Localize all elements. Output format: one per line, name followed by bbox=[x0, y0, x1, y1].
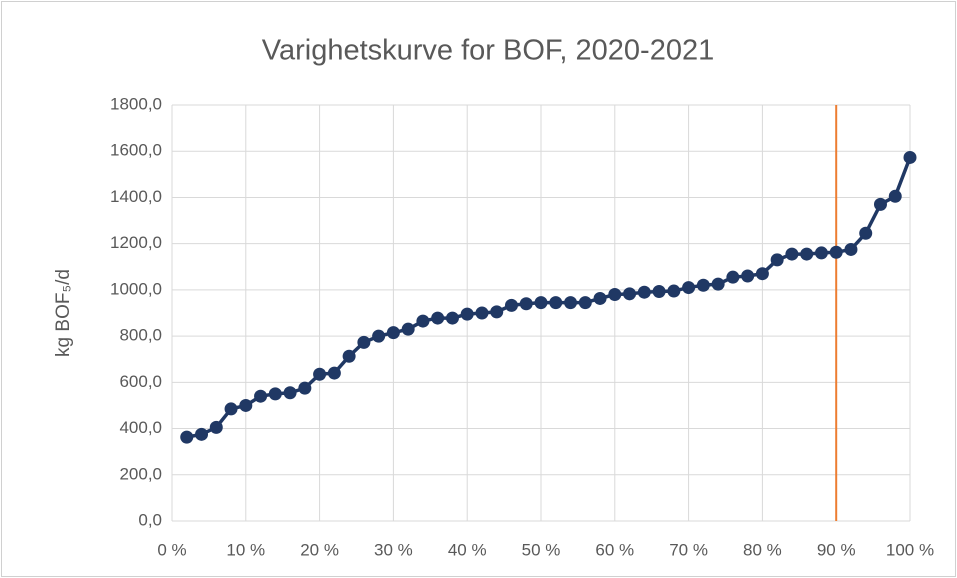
y-tick-label: 1600,0 bbox=[110, 141, 162, 160]
marker bbox=[608, 288, 622, 302]
marker bbox=[667, 284, 681, 298]
x-tick-label: 80 % bbox=[743, 540, 782, 559]
marker bbox=[534, 296, 548, 310]
x-tick-label: 10 % bbox=[226, 540, 265, 559]
marker bbox=[888, 189, 902, 203]
marker bbox=[224, 402, 238, 416]
marker bbox=[578, 296, 592, 310]
x-tick-label: 70 % bbox=[669, 540, 708, 559]
marker bbox=[239, 398, 253, 412]
marker bbox=[844, 242, 858, 256]
marker bbox=[593, 291, 607, 305]
marker bbox=[416, 314, 430, 328]
marker bbox=[652, 285, 666, 299]
x-tick-label: 90 % bbox=[817, 540, 856, 559]
x-tick-label: 40 % bbox=[448, 540, 487, 559]
marker bbox=[755, 267, 769, 281]
marker bbox=[711, 277, 725, 291]
marker bbox=[829, 245, 843, 259]
marker bbox=[209, 420, 223, 434]
marker bbox=[431, 311, 445, 325]
marker bbox=[313, 367, 327, 381]
marker bbox=[741, 269, 755, 283]
x-tick-label: 30 % bbox=[374, 540, 413, 559]
marker bbox=[475, 306, 489, 320]
x-tick-label: 100 % bbox=[886, 540, 934, 559]
x-tick-label: 50 % bbox=[522, 540, 561, 559]
y-tick-label: 1400,0 bbox=[110, 187, 162, 206]
chart-title: Varighetskurve for BOF, 2020-2021 bbox=[262, 35, 714, 67]
marker bbox=[623, 287, 637, 301]
marker bbox=[519, 297, 533, 311]
y-tick-label: 1000,0 bbox=[110, 279, 162, 298]
marker bbox=[873, 197, 887, 211]
x-tick-label: 20 % bbox=[300, 540, 339, 559]
marker bbox=[682, 281, 696, 295]
y-tick-label: 1800,0 bbox=[110, 94, 162, 113]
marker bbox=[903, 150, 917, 164]
marker bbox=[342, 349, 356, 363]
marker bbox=[785, 247, 799, 261]
marker bbox=[726, 270, 740, 284]
marker bbox=[327, 366, 341, 380]
marker bbox=[268, 387, 282, 401]
marker bbox=[180, 430, 194, 444]
marker bbox=[859, 226, 873, 240]
y-tick-label: 400,0 bbox=[119, 418, 162, 437]
x-tick-label: 0 % bbox=[157, 540, 186, 559]
y-tick-label: 1200,0 bbox=[110, 233, 162, 252]
marker bbox=[549, 296, 563, 310]
y-tick-label: 800,0 bbox=[119, 326, 162, 345]
y-axis-label: kg BOF₅/d bbox=[53, 269, 74, 357]
marker bbox=[564, 296, 578, 310]
marker bbox=[298, 381, 312, 395]
marker bbox=[445, 311, 459, 325]
marker bbox=[490, 305, 504, 319]
marker bbox=[800, 247, 814, 261]
marker bbox=[386, 326, 400, 340]
marker bbox=[372, 329, 386, 343]
marker bbox=[504, 298, 518, 312]
marker bbox=[770, 253, 784, 267]
y-tick-label: 0,0 bbox=[138, 510, 162, 529]
marker bbox=[814, 246, 828, 260]
x-tick-label: 60 % bbox=[595, 540, 634, 559]
y-tick-label: 600,0 bbox=[119, 372, 162, 391]
marker bbox=[283, 386, 297, 400]
marker bbox=[254, 389, 268, 403]
marker bbox=[696, 278, 710, 292]
marker bbox=[357, 335, 371, 349]
marker bbox=[195, 427, 209, 441]
marker bbox=[637, 285, 651, 299]
marker bbox=[460, 307, 474, 321]
marker bbox=[401, 322, 415, 336]
y-tick-label: 200,0 bbox=[119, 464, 162, 483]
